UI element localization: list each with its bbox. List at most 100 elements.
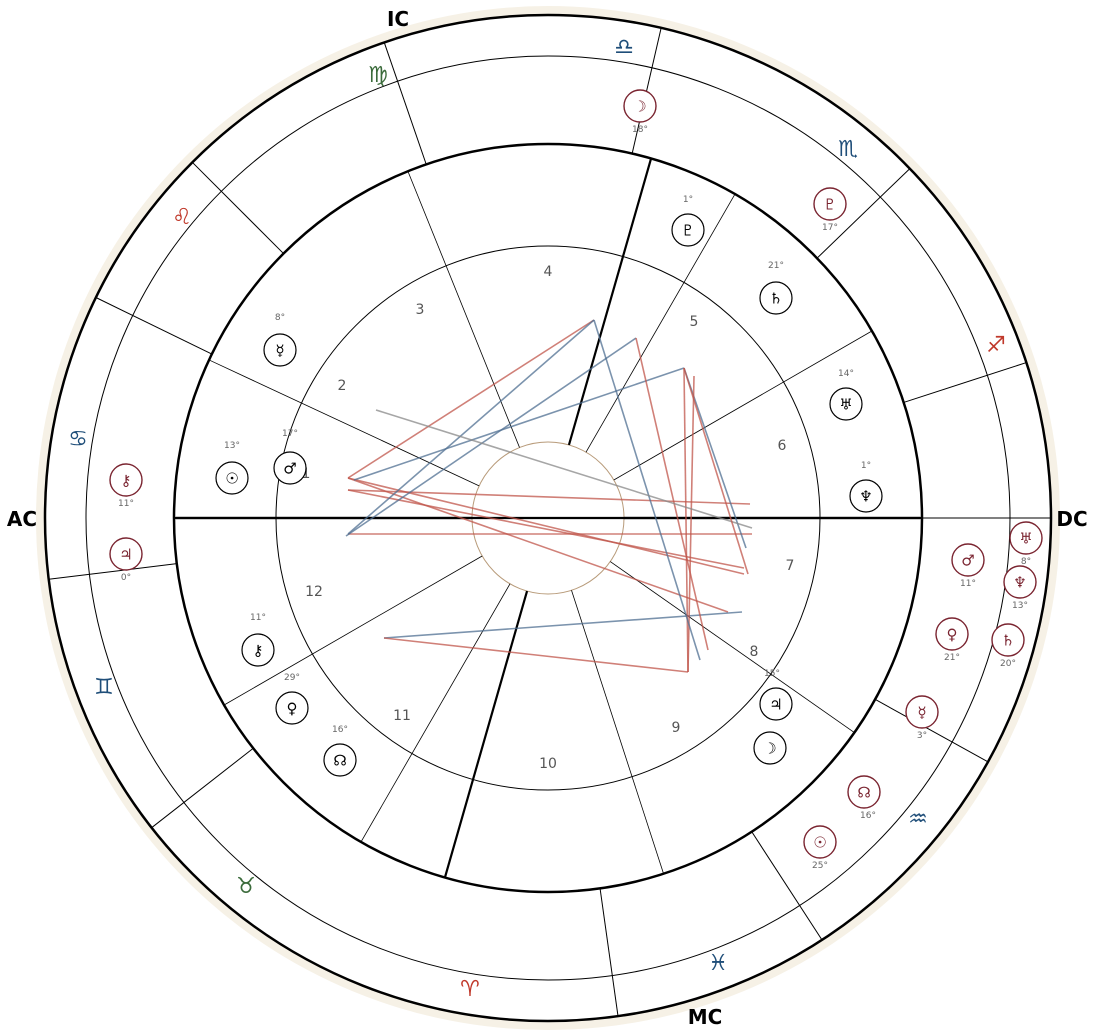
outer-planet-pluto[interactable]: ♇ 17° <box>813 187 847 233</box>
inner-planet-degree: 15° <box>764 669 780 679</box>
sign-divider <box>151 747 254 829</box>
inner-planet-badge <box>241 633 275 667</box>
house-number-8: 8 <box>750 644 759 660</box>
outer-planet-north-node[interactable]: ☊ 16° <box>847 775 881 821</box>
sign-cancer-icon: ♋ <box>68 427 88 452</box>
outer-planet-degree: 11° <box>118 499 134 509</box>
house-cusp-line <box>585 193 736 453</box>
inner-planet-neptune[interactable]: ♆ 1° <box>849 461 883 513</box>
outer-planet-badge <box>803 825 837 859</box>
inner-planet-badge <box>273 451 307 485</box>
outer-planet-degree: 17° <box>822 223 838 233</box>
outer-planet-degree: 8° <box>1021 557 1031 567</box>
inner-planet-badge <box>759 281 793 315</box>
ic-label: IC <box>387 7 409 31</box>
house-cusp-line <box>360 583 511 843</box>
inner-planet-mercury[interactable]: ☿ 8° <box>263 313 297 367</box>
inner-planet-badge <box>671 213 705 247</box>
planet-neptune-icon: ♆ <box>1013 574 1026 592</box>
outer-planet-badge <box>1009 521 1043 555</box>
aspect-line <box>593 319 701 661</box>
planet-mercury-icon: ☿ <box>275 342 284 360</box>
sign-virgo-icon: ♍ <box>368 63 388 88</box>
outer-planet-degree: 25° <box>812 861 828 871</box>
house-cusps <box>174 158 922 878</box>
sign-sagittarius-icon: ♐ <box>986 333 1006 358</box>
inner-planet-sun[interactable]: ☉ 13° <box>215 441 249 495</box>
house-number-3: 3 <box>416 302 425 318</box>
outer-planet-uranus[interactable]: ♅ 8° <box>1009 521 1043 567</box>
aspect-line <box>383 611 743 639</box>
outer-planet-degree: 21° <box>944 653 960 663</box>
planet-mars-icon: ♂ <box>283 460 296 478</box>
sign-divider <box>874 698 989 763</box>
house-cusp-line <box>610 561 855 733</box>
zodiac-signs: ♈ ♉ ♊ ♋ ♌ ♍ ♎ ♏ ♐ ♒ ♓ <box>68 35 1006 1002</box>
outer-planet-degree: 16° <box>860 811 876 821</box>
inner-planet-venus[interactable]: ♀ 29° <box>275 673 309 725</box>
house-cusp-line <box>443 590 529 878</box>
aspect-line <box>347 319 595 479</box>
sign-libra-icon: ♎ <box>614 35 634 60</box>
inner-planet-moon[interactable]: ☽ <box>753 731 787 765</box>
aspect-line <box>347 489 751 505</box>
inner-planet-degree: 1° <box>861 461 871 471</box>
sign-divider <box>816 168 911 259</box>
inner-planet-degree: 16° <box>332 725 348 735</box>
planet-moon-icon: ☽ <box>633 98 646 116</box>
inner-planet-north-node[interactable]: ☊ 16° <box>323 725 357 777</box>
house-number-1: 1 <box>302 466 311 482</box>
sign-divider <box>903 362 1027 403</box>
inner-planet-badge <box>263 333 297 367</box>
inner-planet-badge <box>323 743 357 777</box>
outer-planet-neptune[interactable]: ♆ 13° <box>1003 565 1037 611</box>
outer-planet-chiron[interactable]: ⚷ 11° <box>109 463 143 509</box>
inner-planet-jupiter[interactable]: ♃ 15° <box>759 669 793 721</box>
inner-planet-degree: 29° <box>284 673 300 683</box>
inner-planet-degree: 1° <box>683 195 693 205</box>
inner-planet-chiron[interactable]: ⚷ 11° <box>241 613 275 667</box>
house-number-4: 4 <box>544 264 553 280</box>
mc-label: MC <box>688 1005 723 1029</box>
outer-planet-saturn[interactable]: ♄ 20° <box>991 623 1025 669</box>
outer-planet-badge <box>813 187 847 221</box>
outer-planet-sun[interactable]: ☉ 25° <box>803 825 837 871</box>
outer-planet-badge <box>951 543 985 577</box>
sign-divider <box>191 161 284 254</box>
sign-divider <box>751 831 823 941</box>
aspect-line <box>347 489 745 569</box>
planet-venus-icon: ♀ <box>287 700 298 718</box>
outer-planet-badge <box>991 623 1025 657</box>
inner-planet-mars[interactable]: ♂ 17° <box>273 429 307 485</box>
outer-planet-venus[interactable]: ♀ 21° <box>935 617 969 663</box>
planet-sun-icon: ☉ <box>225 470 238 488</box>
outer-planet-mars[interactable]: ♂ 11° <box>951 543 985 589</box>
aspect-line <box>345 337 637 537</box>
outer-planet-degree: 0° <box>121 573 131 583</box>
sign-pisces-icon: ♓ <box>708 951 728 976</box>
planet-moon-icon: ☽ <box>763 740 776 758</box>
planet-chiron-icon: ⚷ <box>121 472 132 490</box>
planet-venus-icon: ♀ <box>947 626 958 644</box>
planet-saturn-icon: ♄ <box>1001 632 1014 650</box>
outer-planet-mercury[interactable]: ☿ 3° <box>905 695 939 741</box>
outer-planet-degree: 20° <box>1000 659 1016 669</box>
outer-planet-moon[interactable]: ☽ 18° <box>623 89 657 135</box>
house-number-7: 7 <box>786 558 795 574</box>
aspect-line <box>635 337 709 651</box>
sign-divider <box>95 297 213 355</box>
inner-planet-badge <box>849 479 883 513</box>
inner-planet-badge <box>275 691 309 725</box>
outer-planet-degree: 3° <box>917 731 927 741</box>
planet-mars-icon: ♂ <box>961 552 974 570</box>
inner-planet-uranus[interactable]: ♅ 14° <box>829 369 863 421</box>
outer-planet-degree: 11° <box>960 579 976 589</box>
inner-planet-saturn[interactable]: ♄ 21° <box>759 261 793 315</box>
inner-planet-pluto[interactable]: ♇ 1° <box>671 195 705 247</box>
aspect-lines <box>345 319 753 673</box>
inner-planet-degree: 8° <box>275 313 285 323</box>
outer-planet-jupiter[interactable]: ♃ 0° <box>109 537 143 583</box>
outer-planet-badge <box>847 775 881 809</box>
